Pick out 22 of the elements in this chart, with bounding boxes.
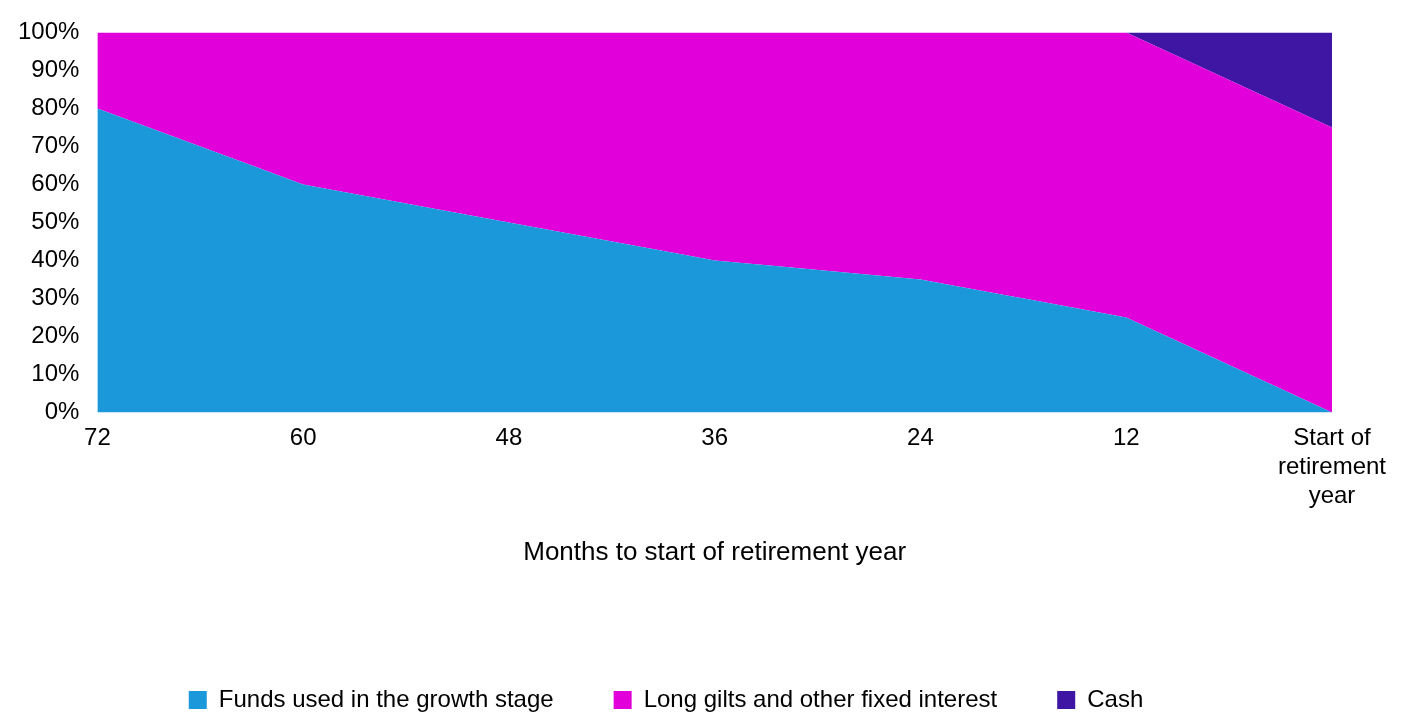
x-tick-label: 60 [289,423,317,451]
legend-label: Funds used in the growth stage [218,684,554,712]
x-tick-label: 12 [1112,423,1140,451]
x-tick-label: 24 [907,423,934,451]
legend-label: Long gilts and other fixed interest [643,684,998,712]
y-tick-label: 50% [31,207,80,235]
x-tick-label: 48 [495,423,523,451]
y-tick-label: 90% [31,55,80,83]
legend-label: Cash [1087,684,1144,712]
y-tick-label: 80% [31,93,80,121]
x-tick-label: 72 [84,423,111,451]
y-tick-label: 0% [44,397,80,425]
x-axis-title: Months to start of retirement year [523,535,907,566]
y-tick-label: 30% [31,283,80,311]
x-tick-label: Start of retirement year [1277,423,1387,509]
y-tick-label: 40% [31,245,80,273]
y-tick-label: 10% [31,359,80,387]
y-tick-label: 70% [31,131,80,159]
y-tick-label: 60% [31,169,80,197]
y-tick-label: 20% [31,321,80,349]
x-tick-label: 36 [701,423,729,451]
y-tick-label: 100% [17,17,80,45]
